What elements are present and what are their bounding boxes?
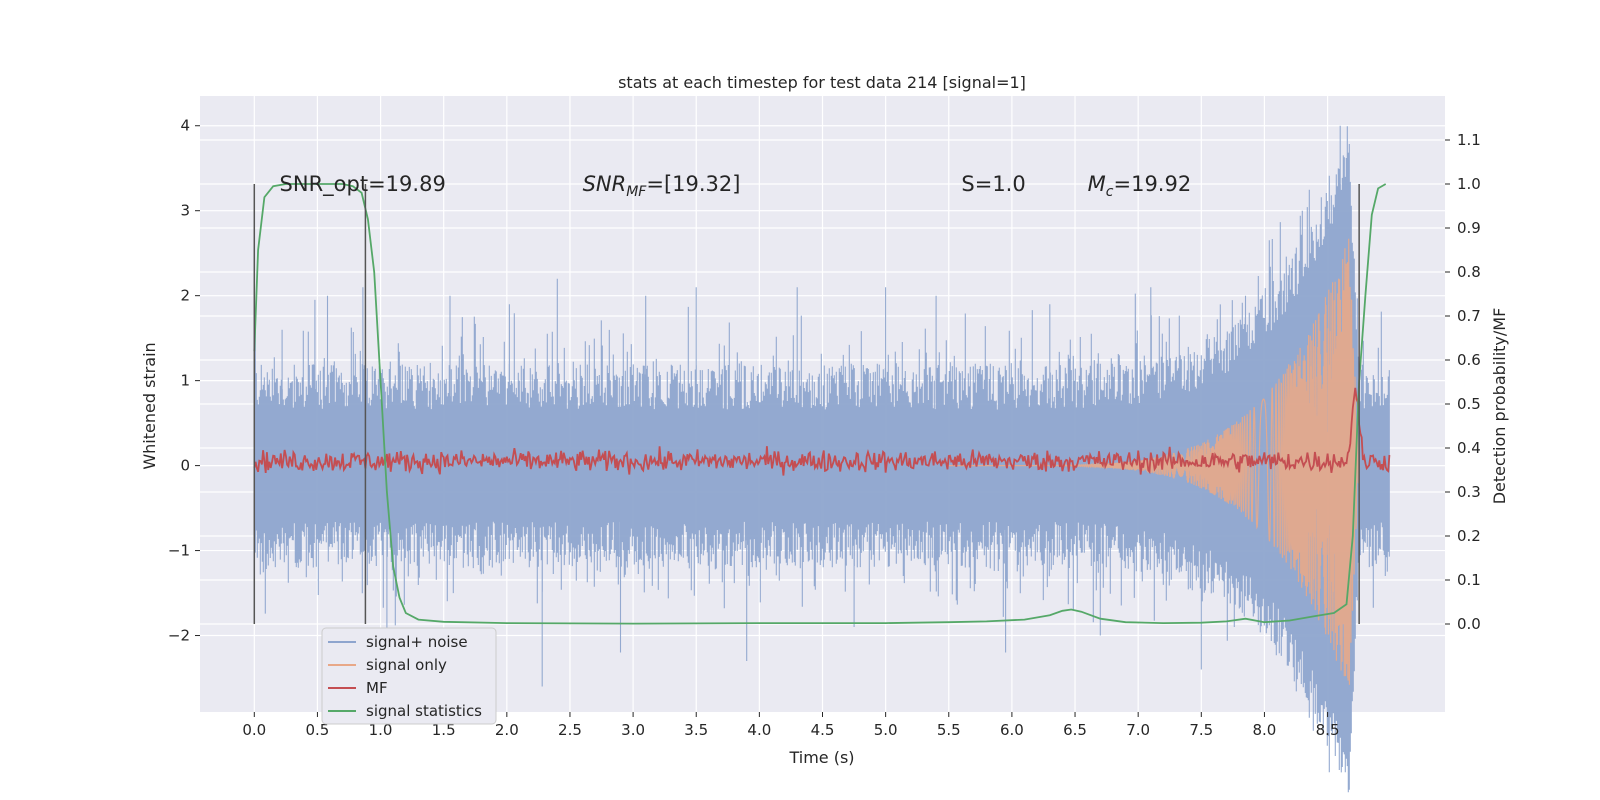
y-right-tick-label: 0.3	[1457, 483, 1481, 501]
x-tick-label: 6.0	[1000, 721, 1024, 739]
y-axis-label: Whitened strain	[140, 342, 159, 469]
y-right-tick-label: 0.0	[1457, 615, 1481, 633]
x-tick-label: 4.0	[747, 721, 771, 739]
y-tick-label: 3	[180, 202, 190, 220]
legend-entry: signal only	[366, 656, 447, 674]
x-tick-label: 2.5	[558, 721, 582, 739]
y-tick-label: −2	[168, 627, 190, 645]
x-tick-label: 3.0	[621, 721, 645, 739]
y-right-tick-label: 0.6	[1457, 351, 1481, 369]
y-right-tick-label: 0.1	[1457, 571, 1481, 589]
x-tick-label: 2.0	[495, 721, 519, 739]
y-right-tick-label: 0.8	[1457, 263, 1481, 281]
x-tick-label: 7.0	[1126, 721, 1150, 739]
y-right-tick-label: 0.4	[1457, 439, 1481, 457]
x-tick-label: 5.0	[874, 721, 898, 739]
annotation: S=1.0	[961, 172, 1025, 196]
x-tick-label: 0.0	[242, 721, 266, 739]
legend-box	[321, 627, 497, 725]
y-axis-right-label: Detection probability/MF	[1490, 308, 1509, 505]
annotation: Mc=19.92	[1088, 172, 1192, 200]
y-right-tick-label: 0.5	[1457, 395, 1481, 413]
x-tick-label: 8.0	[1253, 721, 1277, 739]
axes: 0.0 0.5 1.0 1.5 2.0 2.5 3.0 3.5 4.0 4.5 5.0 5.5 6.0 6…	[168, 117, 1481, 739]
legend-entry: signal+ noise	[366, 633, 468, 651]
x-tick-label: 1.5	[432, 721, 456, 739]
x-tick-label: 7.5	[1189, 721, 1213, 739]
data-layer	[253, 125, 1391, 793]
y-tick-label: 4	[180, 117, 190, 135]
y-tick-label: 0	[180, 457, 190, 475]
legend-entry: MF	[366, 679, 388, 697]
y-right-tick-label: 1.1	[1457, 131, 1481, 149]
legend: signal+ noise signal only MF signal statist…	[321, 627, 497, 725]
series-mf	[253, 387, 1391, 476]
x-tick-label: 3.5	[684, 721, 708, 739]
y-right-tick-label: 0.2	[1457, 527, 1481, 545]
vertical-markers	[253, 184, 1360, 624]
annotations: SNR_opt=19.89 SNRMF=[19.32] S=1.0 Mc=19.92	[280, 172, 1192, 200]
y-right-tick-label: 0.9	[1457, 219, 1481, 237]
chart-title: stats at each timestep for test data 214…	[618, 73, 1026, 92]
annotation: SNRMF=[19.32]	[583, 172, 741, 200]
x-tick-label: 0.5	[305, 721, 329, 739]
x-tick-label: 8.5	[1316, 721, 1340, 739]
x-tick-label: 4.5	[811, 721, 835, 739]
y-tick-label: −1	[168, 542, 190, 560]
legend-entry: signal statistics	[366, 702, 482, 720]
y-right-tick-label: 1.0	[1457, 175, 1481, 193]
x-tick-label: 1.0	[369, 721, 393, 739]
y-tick-label: 2	[180, 287, 190, 305]
y-tick-label: 1	[180, 372, 190, 390]
annotation: SNR_opt=19.89	[280, 172, 446, 197]
series-signal-statistics	[253, 183, 1387, 625]
y-right-tick-label: 0.7	[1457, 307, 1481, 325]
x-axis-label: Time (s)	[788, 748, 854, 767]
x-tick-label: 6.5	[1063, 721, 1087, 739]
x-tick-label: 5.5	[937, 721, 961, 739]
